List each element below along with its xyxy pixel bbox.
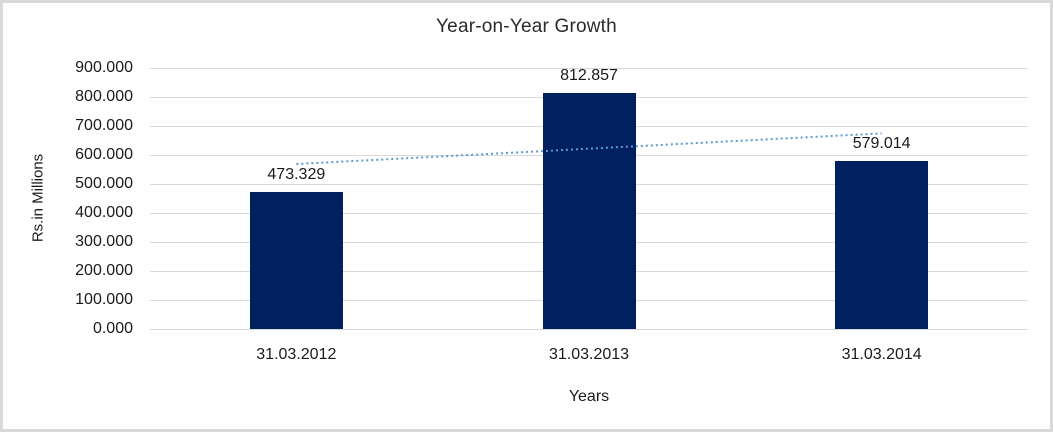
y-tick-label: 600.000 [75,146,133,163]
bar-31.03.2012 [249,191,343,329]
bar-value-label: 579.014 [852,135,911,153]
gridline [150,329,1028,330]
x-tick-label: 31.03.2014 [841,346,922,363]
chart-title: Year-on-Year Growth [436,16,617,37]
y-tick-label: 200.000 [75,262,133,279]
x-axis-title: Years [568,388,610,405]
y-axis-title: Rs.in Millions [29,153,47,243]
gridline [150,68,1028,69]
y-tick-label: 400.000 [75,204,133,221]
y-tick-label: 900.000 [75,59,133,76]
y-tick-label: 300.000 [75,233,133,250]
y-tick-label: 500.000 [75,175,133,192]
y-tick-label: 800.000 [75,88,133,105]
bar-value-label: 473.329 [267,165,326,183]
plot-area [150,68,1028,330]
bar-31.03.2014 [835,161,929,329]
bar-value-label: 812.857 [560,67,618,85]
bar-31.03.2013 [542,93,636,329]
x-tick-label: 31.03.2012 [256,346,337,363]
x-tick-label: 31.03.2013 [548,346,630,363]
y-tick-label: 100.000 [75,291,133,308]
y-tick-label: 700.000 [75,117,133,134]
y-tick-label: 0.000 [92,320,133,337]
